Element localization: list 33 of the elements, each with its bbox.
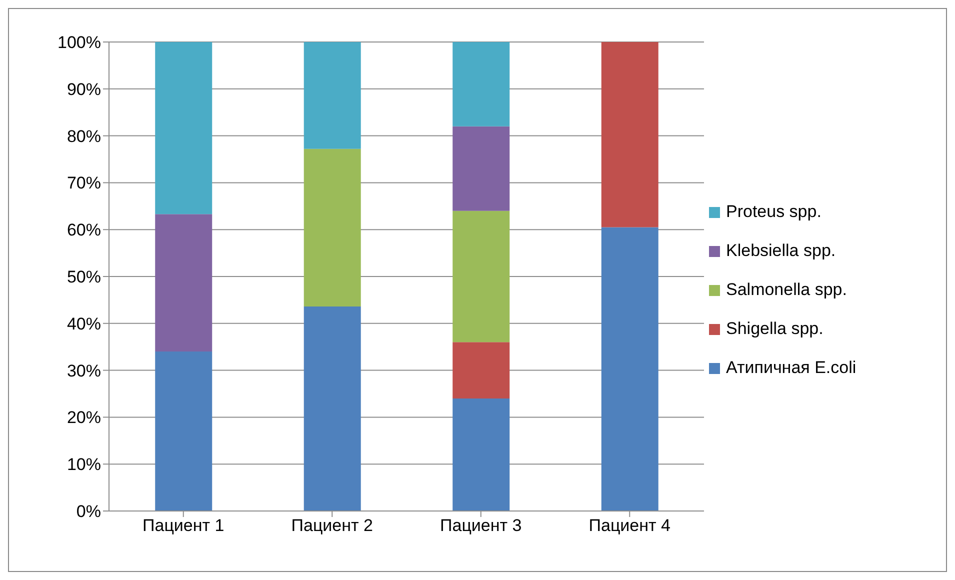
x-tick-label: Пациент 1 [142, 516, 224, 536]
legend-label: Klebsiella spp. [726, 241, 836, 261]
legend-label: Proteus spp. [726, 202, 822, 222]
bar [155, 42, 212, 214]
bar [304, 42, 361, 149]
bar [601, 227, 658, 511]
y-tick-label: 60% [66, 220, 101, 240]
bar [452, 126, 510, 211]
legend-label: Salmonella spp. [726, 280, 847, 300]
bar [155, 214, 212, 352]
y-tick-label: 30% [66, 361, 101, 380]
x-tick-label: Пациент 2 [291, 516, 373, 536]
bar [452, 42, 510, 126]
y-tick-label: 80% [66, 126, 101, 146]
bar [155, 352, 212, 511]
legend-label: Атипичная E.coli [726, 358, 856, 378]
bar [452, 342, 510, 398]
y-tick-label: 90% [66, 80, 101, 99]
y-tick-label: 20% [66, 408, 101, 428]
bar [452, 210, 510, 342]
y-tick-label: 10% [66, 455, 101, 474]
bar [304, 148, 361, 307]
bar [452, 398, 510, 511]
y-tick-label: 40% [66, 314, 101, 334]
y-tick-label: 70% [66, 174, 101, 193]
legend-label: Shigella spp. [726, 319, 824, 339]
y-tick-label: 100% [58, 33, 101, 52]
x-tick-label: Пациент 3 [440, 516, 522, 536]
x-tick-label: Пациент 4 [588, 516, 670, 536]
y-tick-label: 0% [76, 502, 101, 522]
bar [601, 42, 658, 228]
y-tick-label: 50% [66, 268, 101, 287]
bar [304, 306, 361, 511]
